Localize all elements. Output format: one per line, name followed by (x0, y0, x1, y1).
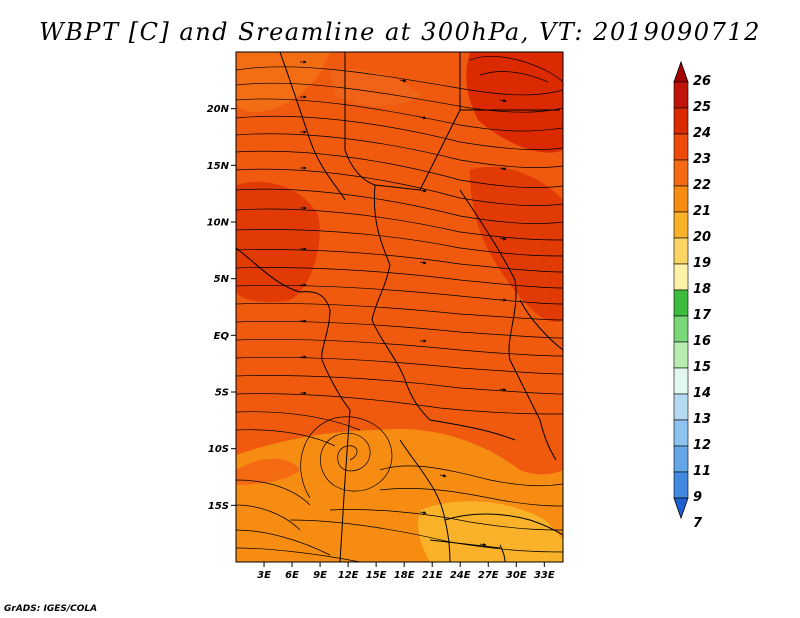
colorbar-swatch (673, 185, 689, 213)
colorbar-level-label: 17 (693, 308, 712, 323)
lon-axis: 3E 6E 9E 12E 15E 18E 21E 24E 27E 30E 33E (257, 562, 555, 581)
lat-tick-label: 15N (207, 161, 230, 172)
lon-tick-label: 15E (366, 570, 387, 581)
colorbar-swatch (673, 445, 689, 473)
colorbar: 26 25 24 23 22 21 20 19 18 17 16 15 14 13 12 11 9 7 (673, 60, 712, 531)
colorbar-level-label: 22 (693, 178, 711, 193)
colorbar-swatch (673, 159, 689, 187)
colorbar-level-label: 19 (693, 256, 711, 271)
colorbar-swatch (673, 133, 689, 161)
colorbar-level-label: 20 (693, 230, 711, 245)
chart-title: WBPT [C] and Sreamline at 300hPa, VT: 20… (39, 18, 761, 46)
lon-tick-label: 21E (422, 570, 443, 581)
lon-tick-label: 24E (450, 570, 471, 581)
colorbar-level-label: 11 (693, 464, 711, 479)
colorbar-swatch (673, 211, 689, 239)
lon-tick-label: 18E (394, 570, 415, 581)
colorbar-level-label: 16 (693, 334, 711, 349)
lighter-patch-northwest (236, 52, 330, 112)
colorbar-level-label: 25 (693, 100, 711, 115)
lat-tick-label: 15S (208, 501, 229, 512)
colorbar-swatch (673, 341, 689, 369)
streamlines (236, 56, 563, 562)
colorbar-level-label: 13 (693, 412, 711, 427)
warm-pocket-west (236, 181, 320, 302)
colorbar-top-arrow (673, 60, 689, 83)
lat-tick-label: 10S (208, 444, 229, 455)
colorbar-level-label: 15 (693, 360, 711, 375)
lon-tick-label: 12E (338, 570, 359, 581)
lon-tick-label: 6E (285, 570, 299, 581)
lon-tick-label: 33E (534, 570, 555, 581)
colorbar-level-label: 23 (693, 152, 711, 167)
colorbar-swatch (673, 81, 689, 109)
colorbar-swatch (673, 367, 689, 395)
colorbar-level-label: 24 (693, 126, 711, 141)
colorbar-level-label: 9 (693, 490, 702, 505)
streamline-arrows (300, 60, 507, 547)
wbpt-field (236, 52, 563, 562)
transition-patch-southwest (236, 458, 300, 485)
colorbar-level-label: 14 (693, 386, 711, 401)
colorbar-level-label: 7 (693, 516, 703, 531)
country-borders (236, 52, 563, 562)
colorbar-bottom-arrow (673, 497, 689, 520)
colorbar-level-label: 26 (693, 74, 711, 89)
lat-tick-label: 5N (214, 274, 230, 285)
cooler-south-20 (418, 501, 563, 562)
colorbar-swatch (673, 393, 689, 421)
colorbar-swatch (673, 289, 689, 317)
colorbar-swatch (673, 107, 689, 135)
colorbar-swatch (673, 263, 689, 291)
map-frame (235, 51, 564, 563)
colorbar-swatch (673, 419, 689, 447)
lat-tick-label: 20N (207, 104, 230, 115)
lon-tick-label: 27E (478, 570, 499, 581)
colorbar-swatch (673, 315, 689, 343)
lat-tick-label: 5S (215, 388, 229, 399)
lat-tick-label: 10N (207, 218, 230, 229)
colorbar-swatch (673, 471, 689, 499)
warm-core-northeast (466, 52, 563, 153)
lighter-patch-north (330, 68, 420, 107)
credit-label: GrADS: IGES/COLA (4, 604, 98, 614)
lat-tick-label: EQ (214, 331, 230, 342)
colorbar-swatch (673, 237, 689, 265)
colorbar-level-label: 21 (693, 204, 711, 219)
colorbar-level-label: 12 (693, 438, 711, 453)
lon-tick-label: 30E (506, 570, 527, 581)
lon-tick-label: 3E (257, 570, 271, 581)
colorbar-level-label: 18 (693, 282, 711, 297)
lon-tick-label: 9E (313, 570, 327, 581)
lat-axis: 20N 15N 10N 5N EQ 5S 10S 15S (207, 104, 236, 512)
